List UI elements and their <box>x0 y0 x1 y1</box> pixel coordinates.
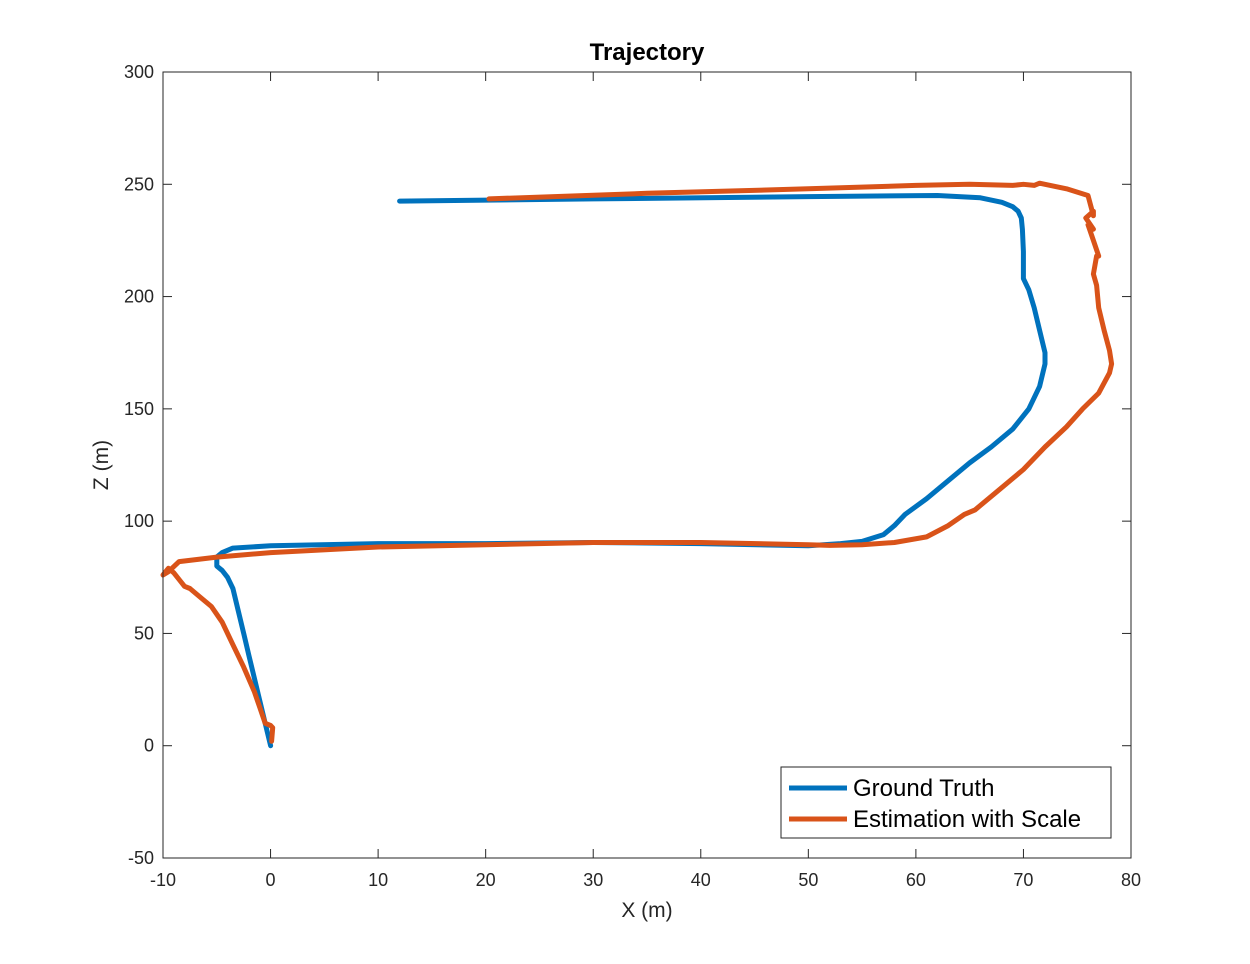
series-layer <box>160 180 1115 749</box>
y-axis-label: Z (m) <box>90 440 113 490</box>
y-tick-label: 50 <box>134 623 154 643</box>
axes-frame <box>162 71 1132 859</box>
x-tick-label: 40 <box>691 870 711 890</box>
y-tick-label: -50 <box>128 848 154 868</box>
x-tick-label: -10 <box>150 870 176 890</box>
plot-area <box>163 72 1131 858</box>
x-tick-label: 60 <box>906 870 926 890</box>
y-tick-label: 200 <box>124 287 154 307</box>
x-tick-label: 70 <box>1013 870 1033 890</box>
x-axis-label: X (m) <box>621 899 672 922</box>
x-tick-label: 30 <box>583 870 603 890</box>
y-tick-label: 100 <box>124 511 154 531</box>
series-line-ground-truth <box>214 193 1048 749</box>
x-tick-label: 10 <box>368 870 388 890</box>
y-tick-label: 300 <box>124 62 154 82</box>
x-tick-label: 0 <box>266 870 276 890</box>
x-tick-label: 20 <box>476 870 496 890</box>
y-tick-label: 150 <box>124 399 154 419</box>
y-axis-ticks: -50 0 50 100 150 200 250 300 <box>124 62 1131 868</box>
legend-label-estimation-with-scale: Estimation with Scale <box>853 806 1081 833</box>
legend: Ground Truth Estimation with Scale <box>780 766 1112 839</box>
legend-box <box>780 766 1112 839</box>
y-tick-label: 0 <box>144 736 154 756</box>
axes-box <box>162 71 1132 859</box>
legend-label-ground-truth: Ground Truth <box>853 775 994 802</box>
series-line-estimation-with-scale <box>160 180 1115 744</box>
chart-title: Trajectory <box>590 39 705 66</box>
x-tick-label: 50 <box>798 870 818 890</box>
y-tick-label: 250 <box>124 174 154 194</box>
x-tick-label: 80 <box>1121 870 1141 890</box>
x-axis-ticks: -10 0 10 20 30 40 50 60 70 80 <box>150 72 1141 890</box>
